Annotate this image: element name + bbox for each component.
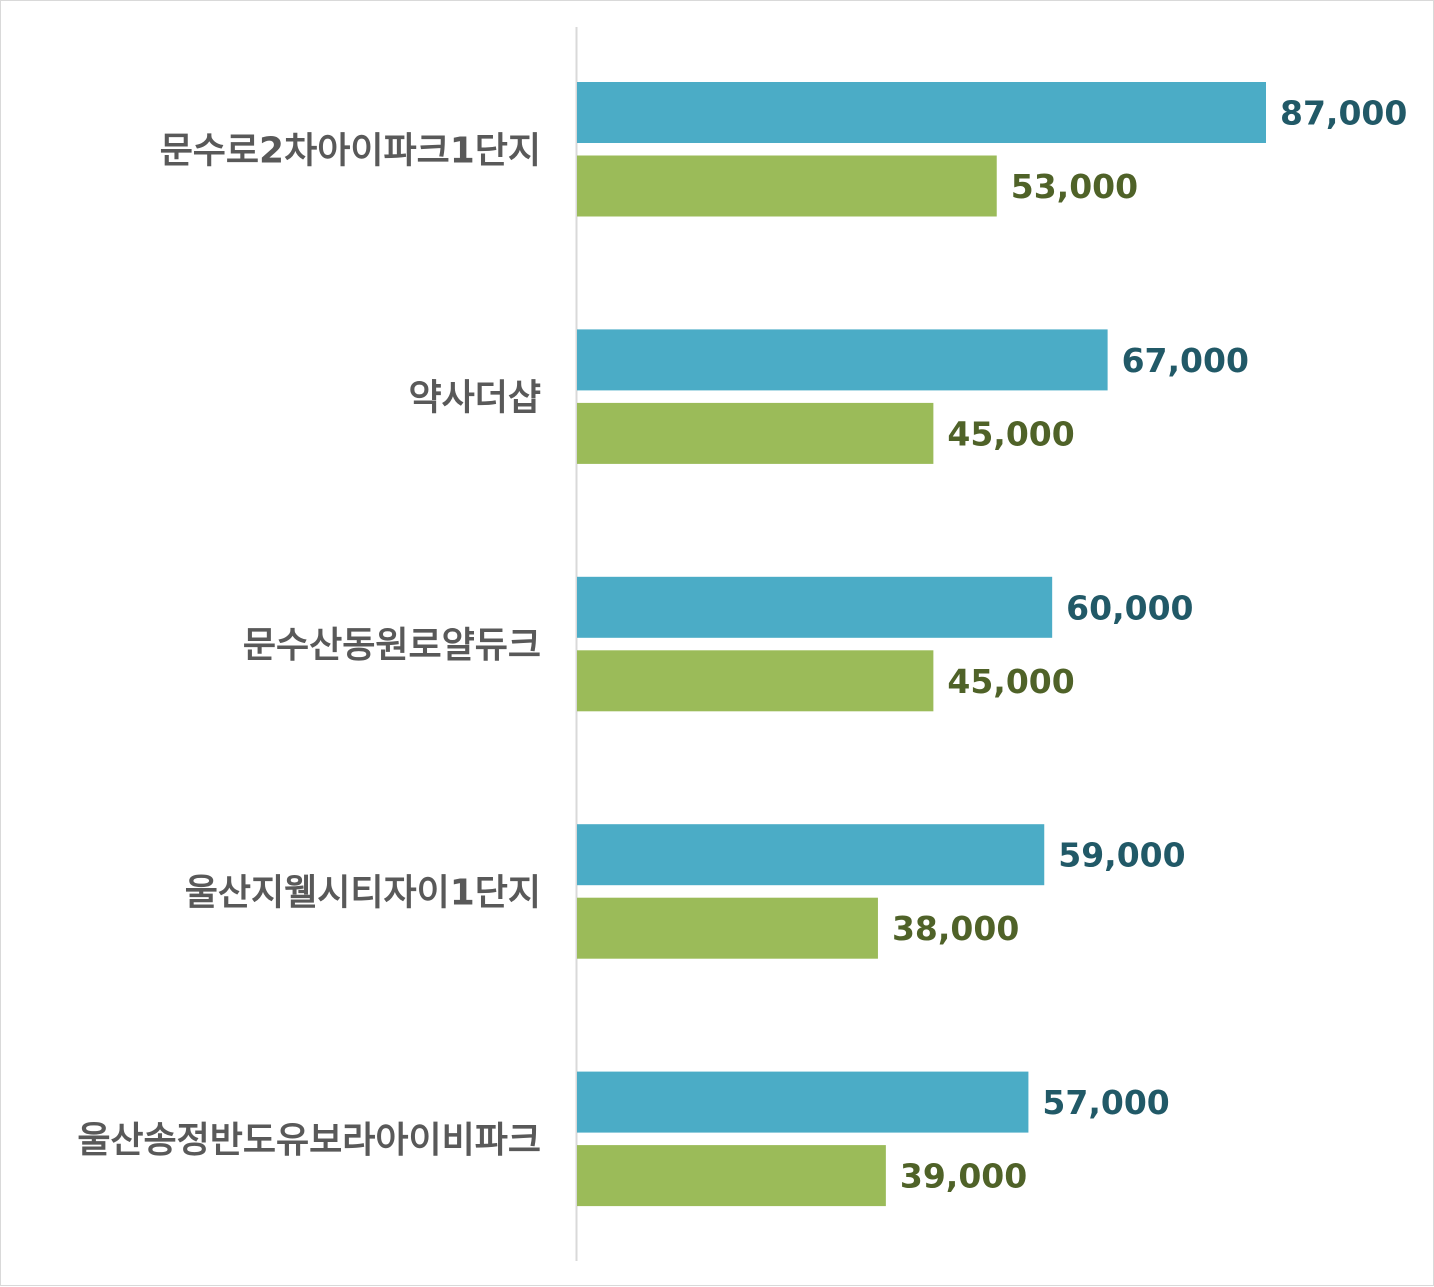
bar-series-1 [577, 82, 1266, 143]
category-label: 문수로2차아이파크1단지 [160, 130, 541, 171]
data-label-series-1: 59,000 [1058, 836, 1185, 875]
bar-series-2 [577, 650, 934, 712]
category-label: 약사더샵 [409, 378, 541, 419]
data-label-series-2: 39,000 [900, 1157, 1027, 1196]
category-label: 울산지웰시티자이1단지 [185, 872, 541, 913]
bars-layer [577, 82, 1266, 1207]
category-label: 문수산동원로얄듀크 [243, 625, 541, 666]
bar-series-1 [577, 1071, 1029, 1133]
data-label-series-1: 87,000 [1280, 94, 1407, 133]
bar-series-1 [577, 329, 1108, 391]
data-label-series-2: 53,000 [1011, 167, 1138, 206]
data-label-series-1: 60,000 [1066, 588, 1193, 627]
data-label-series-1: 67,000 [1122, 341, 1249, 380]
bar-series-2 [577, 897, 878, 959]
bar-series-2 [577, 155, 997, 217]
bar-series-2 [577, 1145, 886, 1207]
data-label-series-1: 57,000 [1042, 1083, 1169, 1122]
data-label-series-2: 45,000 [947, 414, 1074, 453]
bar-series-1 [577, 576, 1053, 638]
category-label: 울산송정반도유보라아이비파크 [77, 1120, 541, 1161]
data-label-series-2: 38,000 [892, 909, 1019, 948]
bar-series-2 [577, 402, 934, 464]
data-label-series-2: 45,000 [947, 662, 1074, 701]
bar-series-1 [577, 824, 1045, 886]
labels-layer: 문수로2차아이파크1단지 87,000 53,000 약사더샵 67,000 45,000… [77, 94, 1407, 1196]
